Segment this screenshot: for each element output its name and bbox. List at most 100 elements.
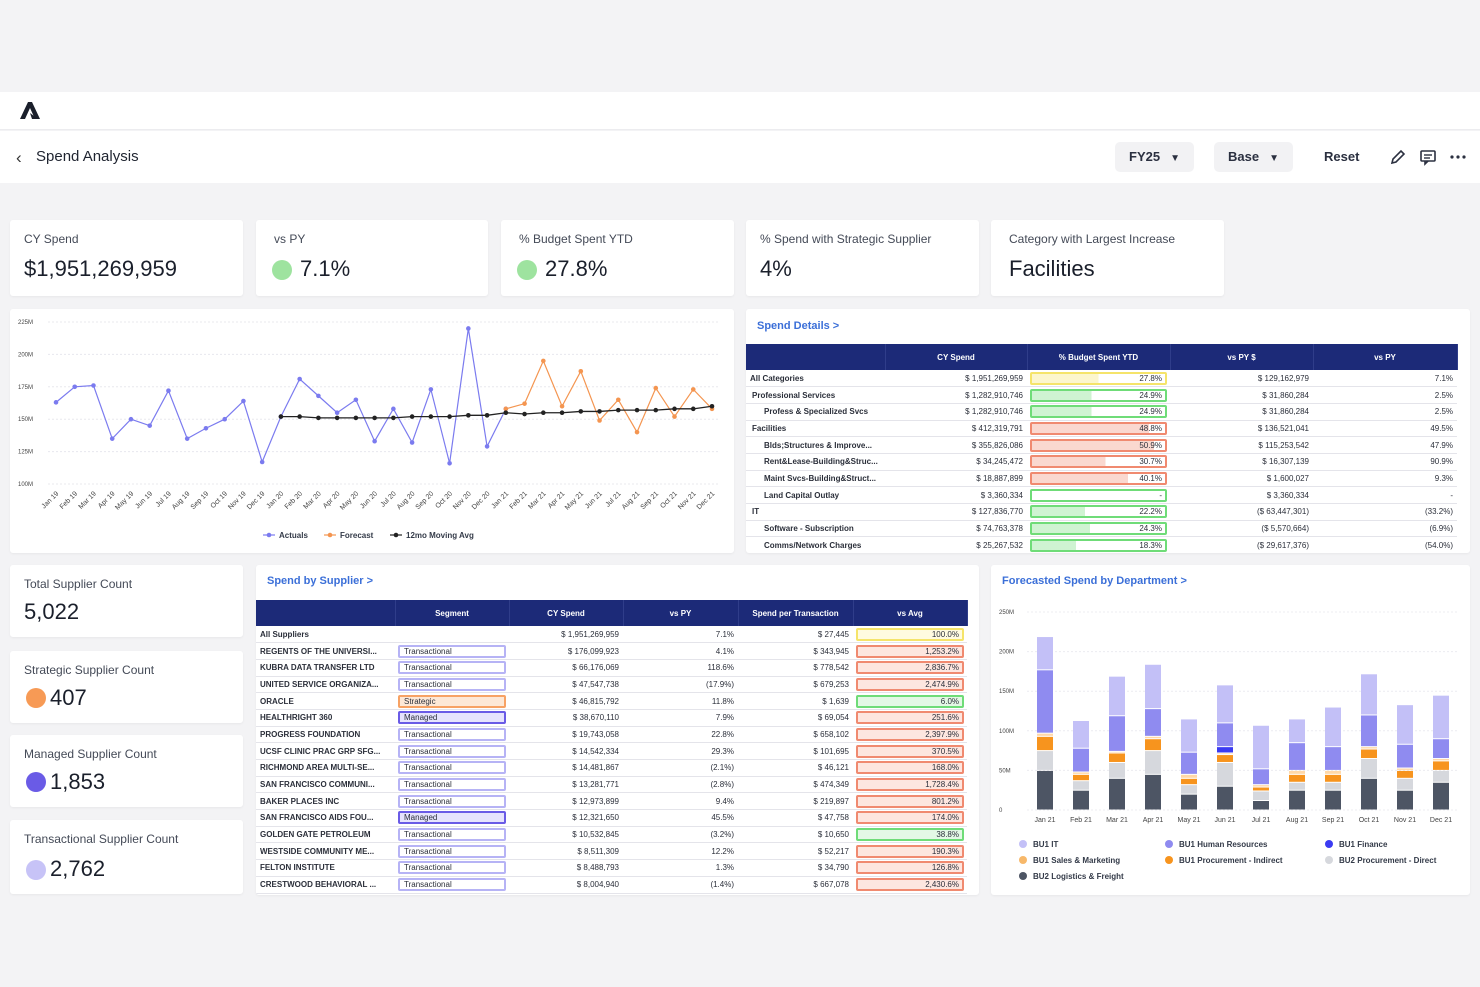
- bar-segment[interactable]: [1289, 743, 1305, 770]
- data-point[interactable]: [709, 403, 715, 409]
- column-header[interactable]: CY Spend: [509, 600, 624, 626]
- supplier-name[interactable]: GOLDEN GATE PETROLEUM: [256, 826, 395, 844]
- table-row[interactable]: FELTON INSTITUTE Transactional $ 8,488,793…: [256, 859, 967, 877]
- bar-segment[interactable]: [1109, 676, 1125, 716]
- category-name[interactable]: Rent&Lease-Building&Struc...: [746, 453, 885, 471]
- bar-segment[interactable]: [1397, 744, 1413, 768]
- data-point[interactable]: [597, 418, 602, 423]
- bar-segment[interactable]: [1145, 751, 1161, 774]
- supplier-name[interactable]: SAN FRANCISCO AIDS FOU...: [256, 809, 395, 827]
- table-row[interactable]: WESTSIDE COMMUNITY ME... Transactional $ 8…: [256, 842, 967, 861]
- data-point[interactable]: [53, 400, 59, 405]
- data-point[interactable]: [653, 407, 659, 413]
- legend-item[interactable]: BU2 Procurement - Direct: [1325, 856, 1436, 865]
- table-row[interactable]: All Suppliers $ 1,951,269,959 7.1% $ 27,445…: [256, 626, 967, 644]
- table-row[interactable]: IT $ 127,836,770 22.2% ($ 63,447,301) (33.2%…: [746, 503, 1457, 521]
- data-point[interactable]: [578, 368, 584, 374]
- column-header[interactable]: vs Avg: [853, 600, 968, 626]
- table-row[interactable]: HEALTHRIGHT 360 Managed $ 38,670,110 7.9% $ …: [256, 709, 967, 727]
- column-header[interactable]: vs PY: [1313, 344, 1458, 370]
- data-point[interactable]: [690, 406, 696, 412]
- supplier-name[interactable]: UCSF CLINIC PRAC GRP SFG...: [256, 742, 395, 760]
- supplier-name[interactable]: PROGRESS FOUNDATION: [256, 726, 395, 744]
- supplier-name[interactable]: BAKER PLACES INC: [256, 792, 395, 811]
- data-point[interactable]: [203, 425, 209, 431]
- bar-segment[interactable]: [1397, 770, 1413, 778]
- bar-segment[interactable]: [1433, 739, 1449, 759]
- bar-segment[interactable]: [1109, 751, 1125, 753]
- data-point[interactable]: [428, 414, 434, 419]
- bar-segment[interactable]: [1217, 762, 1233, 786]
- column-header[interactable]: % Budget Spent YTD: [1027, 344, 1171, 370]
- data-point[interactable]: [166, 388, 171, 393]
- bar-segment[interactable]: [1325, 782, 1341, 790]
- data-point[interactable]: [503, 410, 509, 416]
- supplier-name[interactable]: SAN FRANCISCO COMMUNI...: [256, 776, 395, 794]
- supplier-name[interactable]: HEALTHRIGHT 360: [256, 709, 395, 727]
- table-row[interactable]: Rent&Lease-Building&Struc... $ 34,245,472…: [746, 453, 1457, 471]
- bar-segment[interactable]: [1325, 747, 1341, 770]
- data-point[interactable]: [672, 414, 677, 419]
- bar-segment[interactable]: [1109, 716, 1125, 751]
- data-point[interactable]: [541, 358, 546, 364]
- data-point[interactable]: [466, 326, 471, 331]
- data-point[interactable]: [597, 409, 602, 414]
- bar-segment[interactable]: [1361, 715, 1377, 747]
- scenario-dropdown[interactable]: Base ▼: [1214, 142, 1293, 172]
- data-point[interactable]: [484, 413, 490, 418]
- table-row[interactable]: Maint Svcs-Building&Struct... $ 18,887,89…: [746, 470, 1457, 488]
- bar-segment[interactable]: [1109, 778, 1125, 810]
- data-point[interactable]: [297, 414, 302, 419]
- data-point[interactable]: [428, 387, 434, 392]
- data-point[interactable]: [372, 438, 377, 444]
- data-point[interactable]: [447, 460, 452, 466]
- dept-forecast-chart[interactable]: 250M 200M 150M 100M 50M 0 Jan 21 Feb 21 Mar 21 Ap…: [991, 595, 1470, 860]
- bar-segment[interactable]: [1181, 752, 1197, 774]
- legend-item[interactable]: BU2 Logistics & Freight: [1019, 872, 1124, 881]
- legend-label[interactable]: Forecast: [340, 531, 374, 540]
- kpi-card-managed-suppliers[interactable]: Managed Supplier Count 1,853: [10, 735, 243, 807]
- kpi-card-transactional-suppliers[interactable]: Transactional Supplier Count 2,762: [10, 820, 243, 894]
- category-name[interactable]: Comms/Network Charges: [746, 536, 885, 553]
- bar-segment[interactable]: [1073, 781, 1089, 790]
- bar-segment[interactable]: [1181, 774, 1197, 778]
- category-name[interactable]: Profess & Specialized Svcs: [746, 403, 885, 421]
- table-row[interactable]: GOLDEN GATE PETROLEUM Transactional $ 10,5…: [256, 826, 967, 844]
- column-header[interactable]: [256, 600, 396, 626]
- category-name[interactable]: All Categories: [746, 370, 885, 388]
- column-header[interactable]: Segment: [395, 600, 510, 626]
- data-point[interactable]: [466, 413, 471, 418]
- bar-segment[interactable]: [1217, 786, 1233, 810]
- supplier-name[interactable]: RICHMOND AREA MULTI-SE...: [256, 759, 395, 777]
- category-name[interactable]: Blds;Structures & Improve...: [746, 436, 885, 454]
- bar-segment[interactable]: [1289, 770, 1305, 774]
- bar-segment[interactable]: [1073, 748, 1089, 772]
- bar-segment[interactable]: [1325, 790, 1341, 810]
- supplier-name[interactable]: ORACLE: [256, 692, 395, 710]
- app-logo-icon[interactable]: [18, 100, 42, 120]
- bar-segment[interactable]: [1181, 794, 1197, 810]
- data-point[interactable]: [353, 397, 359, 403]
- bar-segment[interactable]: [1289, 719, 1305, 743]
- bar-segment[interactable]: [1181, 778, 1197, 785]
- bar-segment[interactable]: [1073, 772, 1089, 774]
- legend-item[interactable]: BU1 Finance: [1325, 840, 1387, 849]
- dept-forecast-link[interactable]: Forecasted Spend by Department >: [1002, 575, 1187, 587]
- comment-icon[interactable]: [1419, 148, 1437, 166]
- bar-segment[interactable]: [1397, 778, 1413, 790]
- data-point[interactable]: [259, 459, 265, 465]
- data-point[interactable]: [147, 423, 153, 428]
- bar-segment[interactable]: [1433, 761, 1449, 770]
- bar-segment[interactable]: [1217, 755, 1233, 762]
- data-point[interactable]: [222, 416, 227, 422]
- bar-segment[interactable]: [1217, 747, 1233, 753]
- category-name[interactable]: Land Capital Outlay: [746, 486, 885, 504]
- bar-segment[interactable]: [1037, 736, 1053, 751]
- bar-segment[interactable]: [1037, 770, 1053, 810]
- bar-segment[interactable]: [1037, 733, 1053, 736]
- bar-segment[interactable]: [1325, 774, 1341, 782]
- kpi-card-total-suppliers[interactable]: Total Supplier Count 5,022: [10, 565, 243, 637]
- data-point[interactable]: [184, 436, 190, 441]
- supplier-name[interactable]: All Suppliers: [256, 626, 395, 644]
- bar-segment[interactable]: [1289, 782, 1305, 790]
